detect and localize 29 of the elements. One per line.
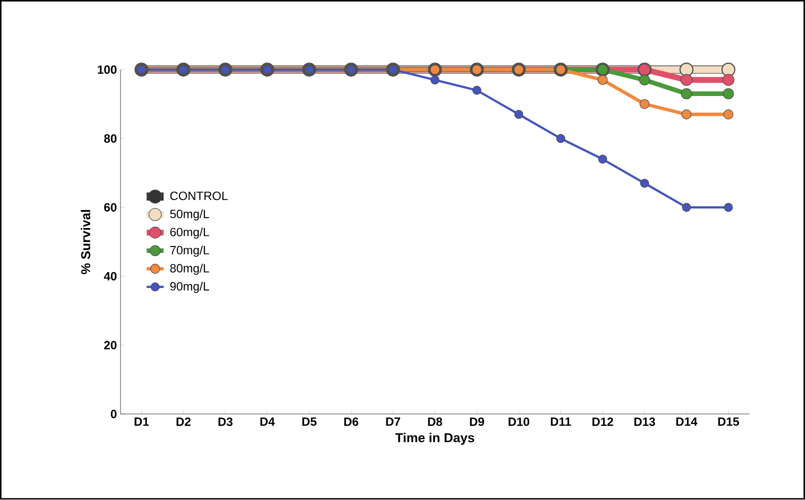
y-tick-label: 0 — [110, 410, 117, 418]
x-tick-label: D10 — [508, 418, 530, 426]
legend-label: 50mg/L — [170, 210, 210, 221]
y-tick-label: 20 — [104, 341, 117, 350]
y-tick-label: 80 — [104, 134, 117, 143]
y-tick-label: 100 — [98, 66, 117, 74]
x-tick-label: D9 — [470, 418, 484, 426]
y-tick-label: 60 — [104, 203, 117, 212]
x-tick-label: D2 — [176, 418, 191, 426]
x-tick-label: D7 — [386, 418, 400, 426]
x-tick-label: D12 — [592, 418, 614, 426]
x-tick-label: D1 — [134, 418, 149, 426]
legend-label: CONTROL — [170, 192, 228, 200]
x-tick-label: D11 — [550, 418, 571, 426]
x-tick-label: D13 — [634, 418, 656, 426]
legend-label: 70mg/L — [170, 246, 210, 257]
x-tick-label: D14 — [676, 418, 698, 426]
y-tick-label: 40 — [104, 272, 117, 281]
x-tick-label: D4 — [260, 418, 275, 426]
x-axis-title: Time in Days — [395, 432, 474, 446]
legend-label: 90mg/L — [170, 282, 210, 294]
x-tick-label: D5 — [302, 418, 316, 426]
x-tick-label: D3 — [218, 418, 233, 426]
x-tick-label: D6 — [344, 418, 358, 426]
y-axis-title: % Survival — [80, 210, 90, 274]
legend-label: 80mg/L — [170, 264, 210, 276]
legend-label: 60mg/L — [170, 228, 210, 239]
x-tick-label: D15 — [718, 418, 740, 426]
x-tick-label: D8 — [428, 418, 442, 426]
